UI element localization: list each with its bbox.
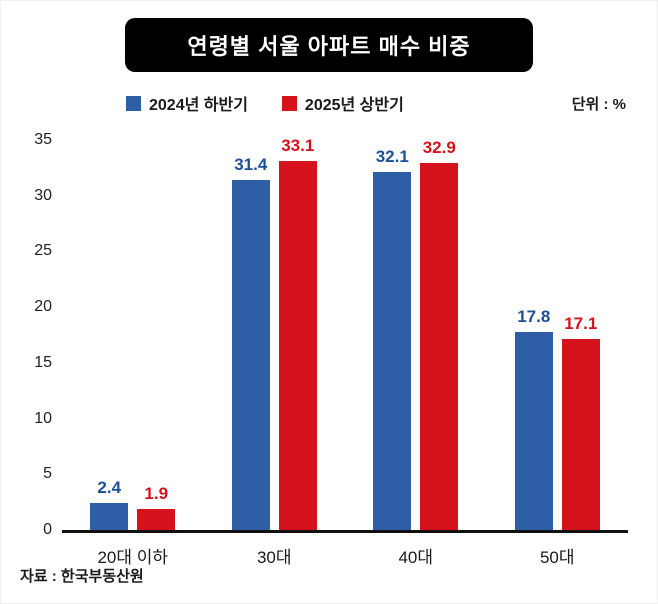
value-label: 32.9 (422, 138, 456, 158)
bar-group: 32.1 32.9 40대 (373, 138, 459, 567)
category-label: 30대 (256, 548, 292, 567)
bar[interactable]: 17.1 (561, 314, 600, 530)
category-label: 40대 (398, 548, 434, 567)
bar-slot: 1.9 (137, 140, 176, 530)
y-tick-label: 30 (34, 186, 52, 204)
legend-row: 2024년 하반기 2025년 상반기 단위 : % (0, 92, 658, 114)
value-label: 17.1 (564, 314, 598, 334)
bar[interactable]: 1.9 (137, 484, 176, 530)
title-wrap: 연령별 서울 아파트 매수 비중 (0, 18, 658, 72)
value-label: 33.1 (281, 136, 315, 156)
chart-area: 0 5 10 15 20 25 30 35 2.4 1.9 20대 이하 31.4 33.1 30대 32… (20, 131, 628, 567)
bar-group: 31.4 33.1 30대 (231, 136, 317, 567)
value-label: 17.8 (517, 306, 551, 326)
bar-slot: 17.8 (514, 140, 553, 530)
legend-label: 2025년 상반기 (304, 97, 404, 114)
bar[interactable]: 32.9 (420, 138, 459, 530)
y-axis: 0 5 10 15 20 25 30 35 (20, 131, 62, 538)
bar-group: 17.8 17.1 50대 (514, 140, 600, 567)
legend-label: 2024년 하반기 (149, 97, 248, 114)
bar-slot: 31.4 (231, 140, 270, 530)
legend: 2024년 하반기 2025년 상반기 (126, 91, 404, 115)
value-label: 31.4 (234, 155, 268, 175)
value-label: 32.1 (375, 147, 409, 167)
unit-label: 단위 : % (571, 96, 626, 113)
legend-swatch-blue-icon (126, 95, 141, 111)
legend-item-2024: 2024년 하반기 (126, 91, 248, 115)
bar-slot: 2.4 (90, 140, 129, 530)
y-tick-label: 35 (34, 131, 52, 148)
chart-title: 연령별 서울 아파트 매수 비중 (125, 18, 533, 72)
value-label: 1.9 (144, 483, 169, 503)
value-label: 2.4 (97, 478, 122, 498)
legend-swatch-red-icon (281, 95, 297, 111)
y-tick-label: 10 (34, 409, 52, 427)
bar-slot: 17.1 (561, 140, 600, 530)
y-tick-label: 5 (43, 465, 52, 483)
bar[interactable]: 17.8 (514, 307, 553, 530)
bar-slot: 32.1 (373, 140, 412, 530)
bar[interactable]: 2.4 (90, 478, 129, 530)
category-label: 20대 이하 (97, 548, 169, 567)
y-tick-label: 15 (34, 353, 52, 371)
y-tick-label: 0 (43, 521, 52, 538)
category-label: 50대 (539, 548, 575, 567)
legend-item-2025: 2025년 상반기 (281, 91, 404, 115)
bar-slot: 33.1 (278, 136, 317, 530)
bar[interactable]: 31.4 (231, 155, 270, 530)
y-tick-label: 25 (34, 242, 52, 260)
bar-group: 2.4 1.9 20대 이하 (90, 140, 176, 567)
plot-area: 2.4 1.9 20대 이하 31.4 33.1 30대 32.1 32.9 40대 17.8 17… (62, 136, 628, 567)
bar[interactable]: 33.1 (278, 136, 317, 530)
y-tick-label: 20 (34, 298, 52, 316)
bar[interactable]: 32.1 (373, 147, 412, 530)
bar-slot: 32.9 (420, 138, 459, 530)
source-label: 자료 : 한국부동산원 (20, 568, 144, 585)
